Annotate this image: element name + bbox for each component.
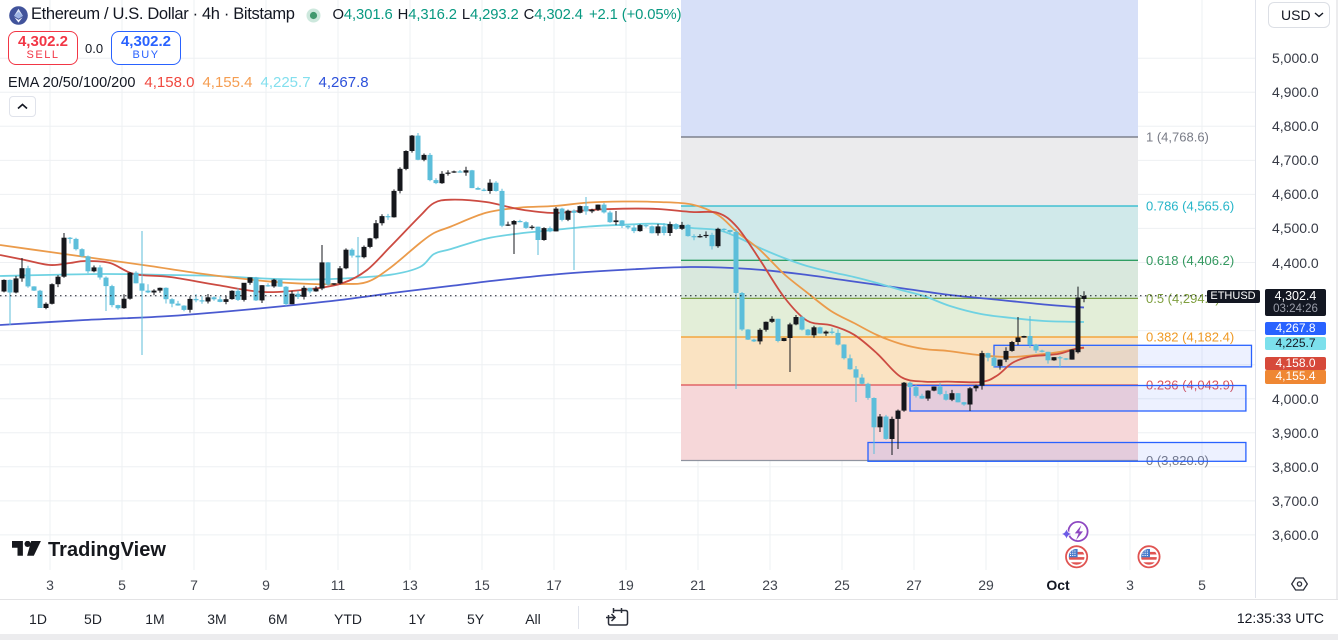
svg-text:1 (4,768.6): 1 (4,768.6) bbox=[1146, 130, 1209, 145]
svg-text:0 (3,820.0): 0 (3,820.0) bbox=[1146, 453, 1209, 468]
svg-text:0.786 (4,565.6): 0.786 (4,565.6) bbox=[1146, 199, 1234, 214]
svg-text:0.618 (4,406.2): 0.618 (4,406.2) bbox=[1146, 253, 1234, 268]
svg-text:0.382 (4,182.4): 0.382 (4,182.4) bbox=[1146, 330, 1234, 345]
svg-text:0.5 (4,294.3): 0.5 (4,294.3) bbox=[1146, 291, 1220, 306]
